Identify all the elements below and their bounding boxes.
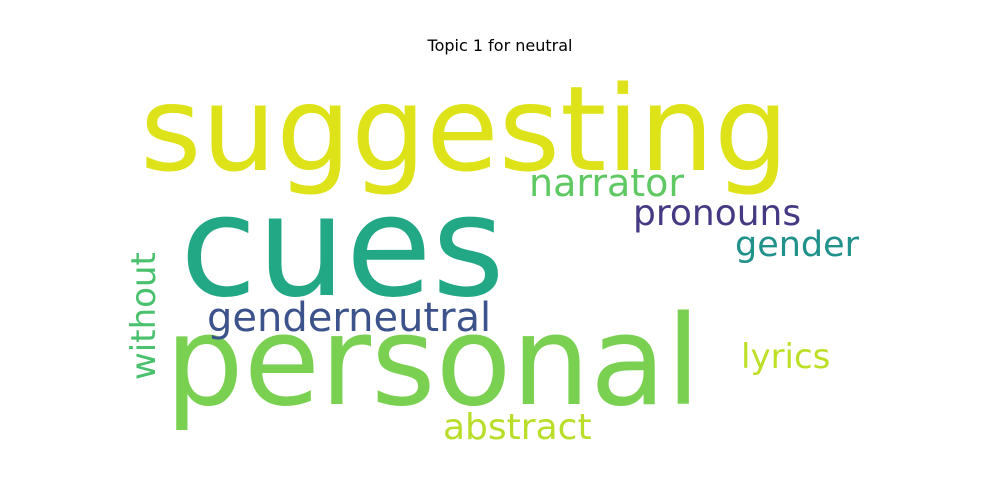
word-abstract: abstract <box>443 407 592 448</box>
word-cloud: suggesting cues personal narrator pronouns ge… <box>125 60 875 450</box>
word-personal: personal <box>165 290 701 434</box>
word-without: without <box>125 252 164 380</box>
word-suggesting: suggesting <box>140 60 789 198</box>
word-narrator: narrator <box>529 161 685 205</box>
word-pronouns: pronouns <box>633 193 802 234</box>
word-lyrics: lyrics <box>741 337 831 377</box>
word-genderneutral: genderneutral <box>207 295 492 341</box>
word-gender: gender <box>735 225 860 265</box>
word-cues: cues <box>180 166 505 329</box>
chart-title: Topic 1 for neutral <box>427 36 573 55</box>
